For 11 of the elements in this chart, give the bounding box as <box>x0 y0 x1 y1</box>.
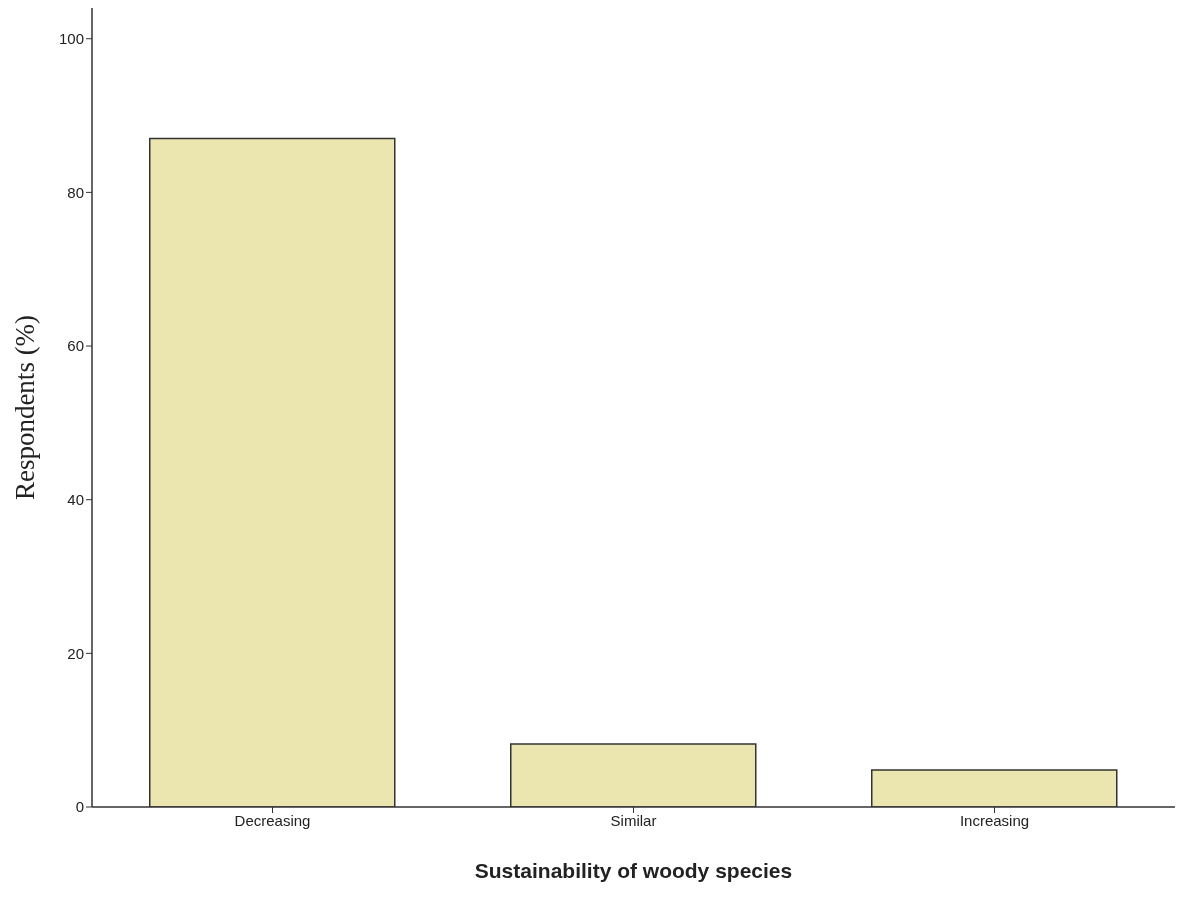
x-tick-label: Similar <box>610 811 657 829</box>
y-tick-label: 20 <box>67 644 84 662</box>
x-tick-label: Increasing <box>959 811 1030 829</box>
y-tick-label: 60 <box>67 337 84 355</box>
y-tick-label: 40 <box>67 491 84 509</box>
x-tick-label: Decreasing <box>234 811 311 829</box>
y-tick-label: 100 <box>58 30 84 48</box>
y-axis-title: Respondents (%) <box>9 314 40 501</box>
y-tick-label: 0 <box>75 798 84 816</box>
x-axis-title: Sustainability of woody species <box>474 859 793 882</box>
y-tick-label: 80 <box>67 183 84 201</box>
